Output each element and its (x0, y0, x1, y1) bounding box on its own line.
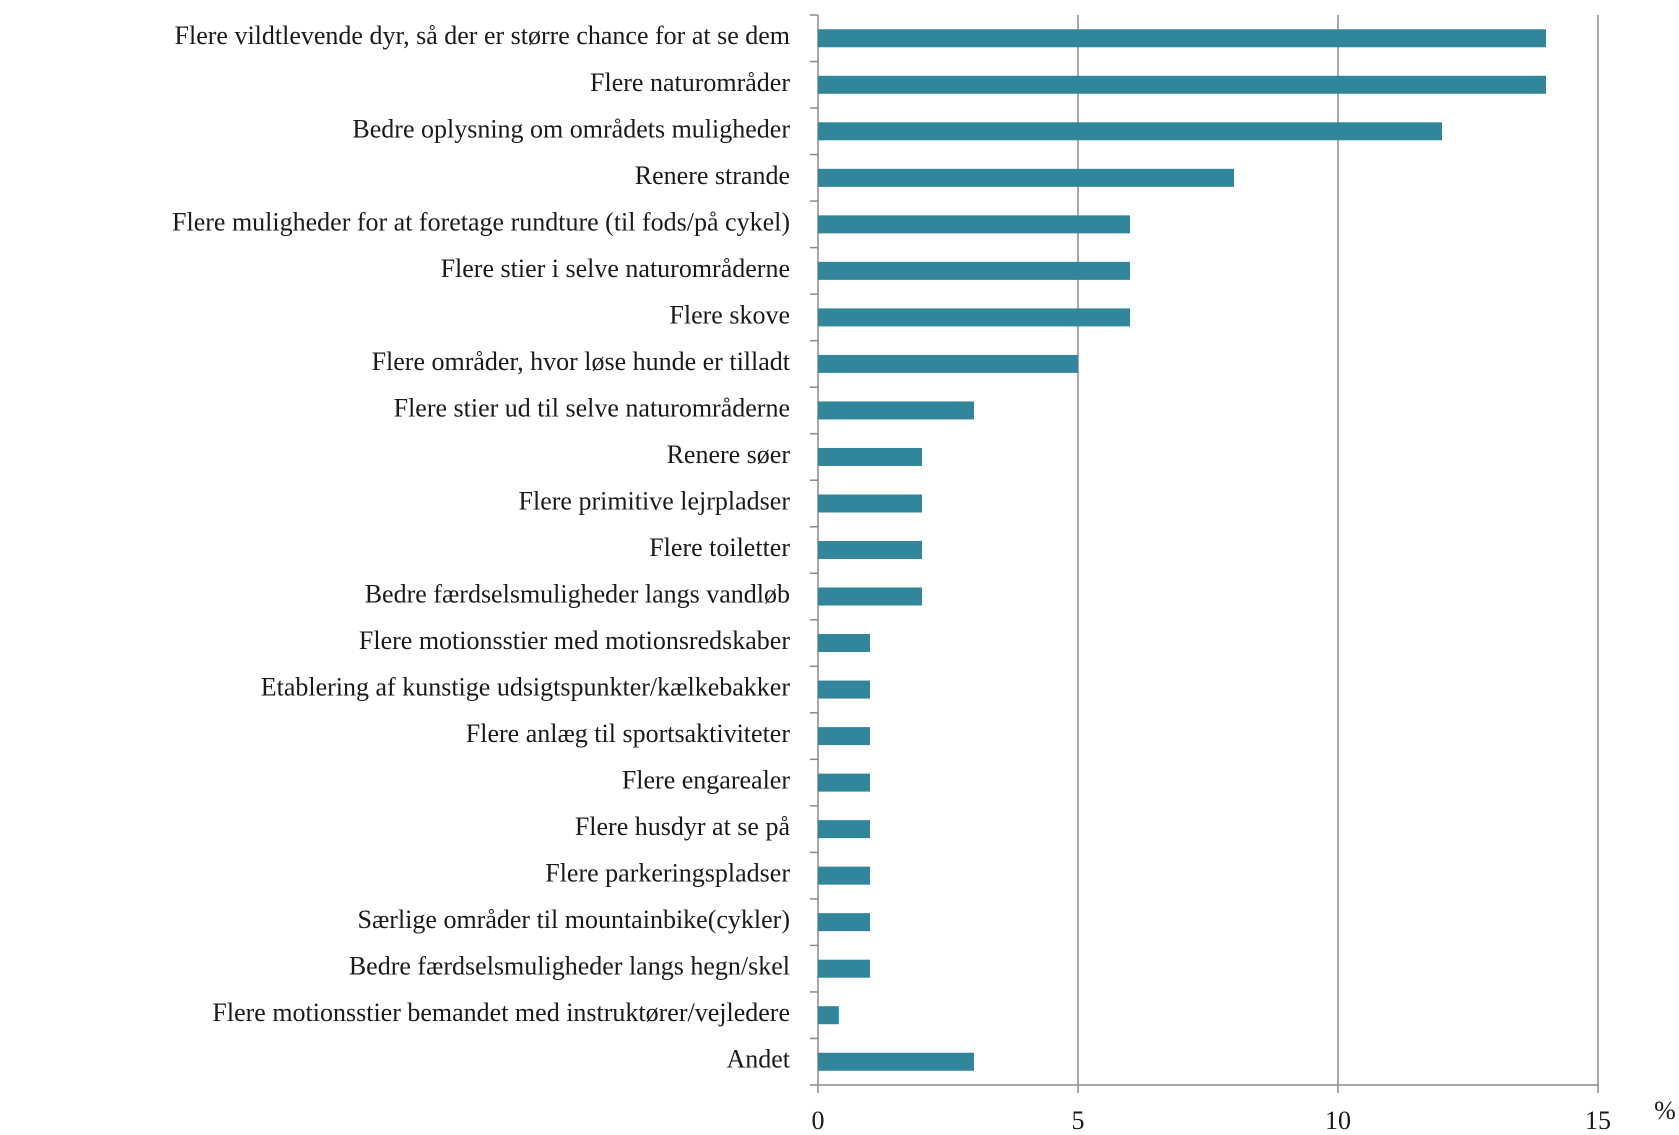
bar (818, 1052, 974, 1071)
y-tick-label: Bedre oplysning om områdets muligheder (352, 114, 790, 143)
bar (818, 727, 870, 746)
x-tick-label: 5 (1072, 1106, 1085, 1135)
bar (818, 634, 870, 653)
x-axis-label: % (1654, 1096, 1676, 1125)
y-tick-label: Flere muligheder for at foretage rundtur… (172, 207, 790, 236)
x-tick-label: 15 (1585, 1106, 1611, 1135)
y-tick-label: Etablering af kunstige udsigtspunkter/kæ… (261, 673, 791, 702)
y-tick-label: Flere skove (669, 300, 790, 329)
y-tick-label: Flere motionsstier bemandet med instrukt… (212, 998, 790, 1027)
bar (818, 959, 870, 978)
y-tick-label: Flere toiletter (649, 533, 790, 562)
y-tick-label: Flere naturområder (590, 68, 790, 97)
y-tick-label: Renere søer (667, 440, 791, 469)
bar (818, 494, 922, 513)
bar (818, 773, 870, 792)
x-tick-label: 10 (1325, 1106, 1351, 1135)
bar (818, 29, 1546, 48)
y-tick-label: Bedre færdselsmuligheder langs vandløb (365, 579, 790, 608)
y-tick-label: Bedre færdselsmuligheder langs hegn/skel (349, 952, 790, 981)
bar (818, 820, 870, 839)
y-tick-label: Renere strande (635, 161, 790, 190)
y-tick-label: Andet (726, 1045, 790, 1074)
bar (818, 168, 1234, 187)
bar (818, 261, 1130, 280)
y-tick-label: Flere motionsstier med motionsredskaber (359, 626, 790, 655)
y-tick-label: Flere primitive lejrpladser (519, 486, 791, 515)
y-tick-label: Flere stier ud til selve naturområderne (394, 393, 790, 422)
bar (818, 447, 922, 466)
bar (818, 354, 1078, 373)
bar (818, 680, 870, 699)
bar (818, 866, 870, 885)
y-tick-label: Flere parkeringspladser (545, 859, 790, 888)
y-tick-label: Flere stier i selve naturområderne (441, 254, 790, 283)
y-tick-label: Flere områder, hvor løse hunde er tillad… (372, 347, 791, 376)
bar (818, 308, 1130, 327)
bar (818, 1006, 839, 1025)
y-tick-label: Flere engarealer (622, 766, 791, 795)
y-tick-label: Særlige områder til mountainbike(cykler) (358, 905, 791, 934)
y-tick-label: Flere vildtlevende dyr, så der er større… (175, 21, 790, 50)
y-tick-label: Flere husdyr at se på (575, 812, 791, 841)
bar (818, 215, 1130, 234)
bar (818, 75, 1546, 94)
bar (818, 587, 922, 606)
bar (818, 913, 870, 932)
y-tick-label: Flere anlæg til sportsaktiviteter (466, 719, 791, 748)
bar (818, 541, 922, 559)
bar (818, 122, 1442, 141)
x-tick-label: 0 (812, 1106, 825, 1135)
bar (818, 401, 974, 420)
